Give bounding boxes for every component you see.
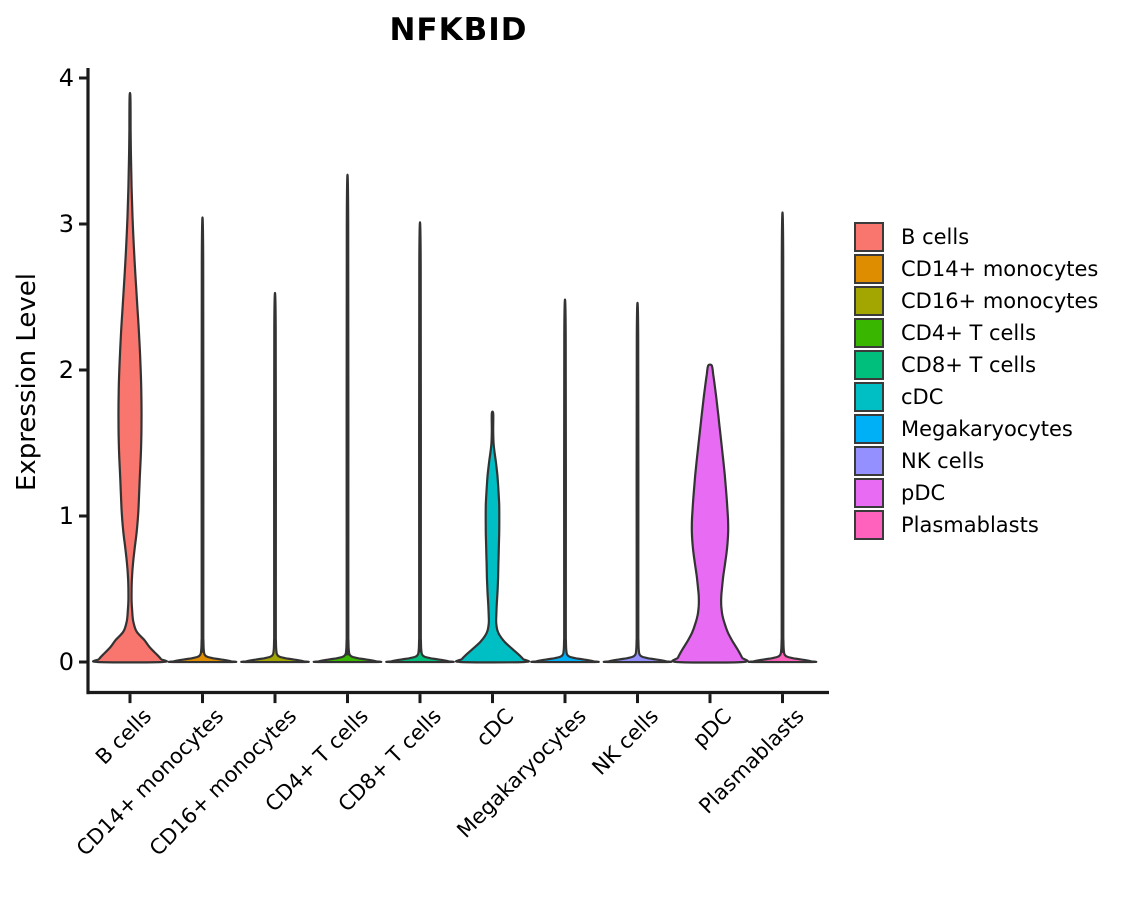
- legend-swatch: [854, 222, 884, 252]
- violin-pdc: [671, 363, 749, 664]
- violin-nk-cells: [602, 301, 673, 664]
- y-tick-label: 3: [58, 210, 74, 238]
- violin-cd14-monocytes: [167, 216, 238, 664]
- violin-cdc: [454, 410, 531, 664]
- y-tick-label: 0: [58, 648, 74, 676]
- legend-swatch: [854, 510, 884, 540]
- legend-label: B cells: [901, 225, 970, 249]
- legend-item: CD4+ T cells: [854, 318, 1098, 348]
- legend-item: pDC: [854, 478, 1098, 508]
- y-tick-label: 4: [58, 64, 74, 92]
- legend-swatch: [854, 286, 884, 316]
- legend-label: pDC: [901, 481, 946, 505]
- legend-item: cDC: [854, 382, 1098, 412]
- legend-label: CD8+ T cells: [901, 353, 1037, 377]
- legend-swatch: [854, 254, 884, 284]
- violin-b-cells: [92, 91, 168, 664]
- legend-label: CD16+ monocytes: [901, 289, 1099, 313]
- legend-swatch: [854, 478, 884, 508]
- y-tick-label: 1: [58, 502, 74, 530]
- legend-swatch: [854, 382, 884, 412]
- legend-item: CD16+ monocytes: [854, 286, 1098, 316]
- legend-label: cDC: [901, 385, 944, 409]
- violin-megakaryocytes: [530, 298, 600, 664]
- violin-cd16-monocytes: [240, 291, 310, 664]
- legend: B cells CD14+ monocytes CD16+ monocytes CD4…: [854, 222, 1098, 542]
- legend-label: Megakaryocytes: [901, 417, 1073, 441]
- legend-label: CD4+ T cells: [901, 321, 1037, 345]
- legend-item: NK cells: [854, 446, 1098, 476]
- legend-item: CD14+ monocytes: [854, 254, 1098, 284]
- legend-item: CD8+ T cells: [854, 350, 1098, 380]
- legend-item: Plasmablasts: [854, 510, 1098, 540]
- legend-item: B cells: [854, 222, 1098, 252]
- violin-plasmablasts: [747, 211, 818, 664]
- violin-cd4-t-cells: [312, 173, 383, 664]
- legend-label: CD14+ monocytes: [901, 257, 1099, 281]
- legend-label: NK cells: [901, 449, 985, 473]
- legend-swatch: [854, 350, 884, 380]
- legend-item: Megakaryocytes: [854, 414, 1098, 444]
- legend-label: Plasmablasts: [901, 513, 1039, 537]
- y-tick-label: 2: [58, 356, 74, 384]
- legend-swatch: [854, 318, 884, 348]
- chart-title: NFKBID: [389, 12, 528, 48]
- legend-swatch: [854, 414, 884, 444]
- violin-cd8-t-cells: [385, 221, 455, 664]
- legend-swatch: [854, 446, 884, 476]
